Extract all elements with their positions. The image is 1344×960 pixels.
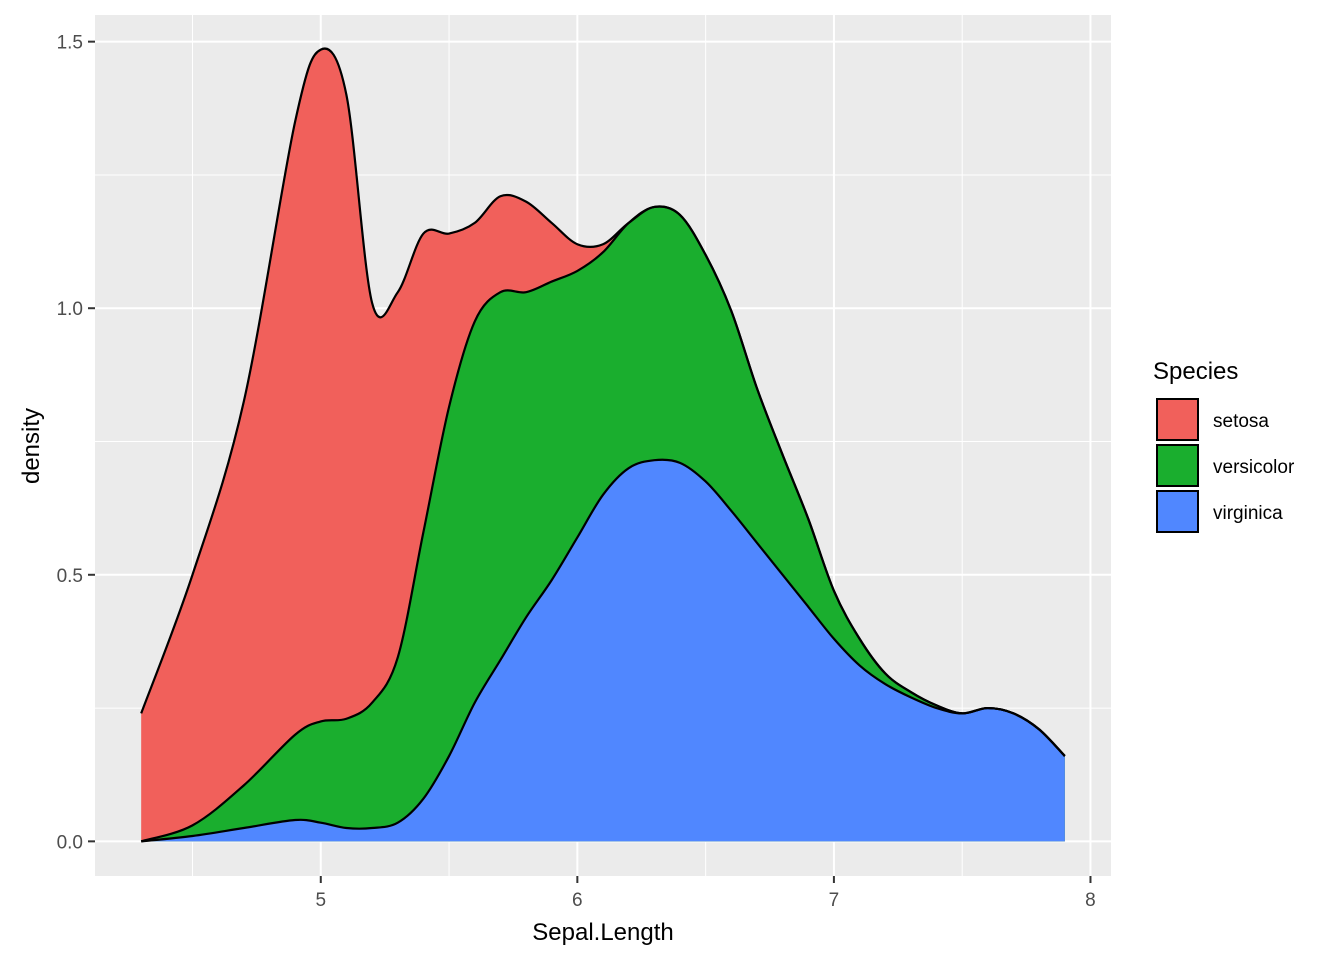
legend-key-setosa <box>1156 398 1199 441</box>
legend-label-virginica: virginica <box>1213 503 1283 524</box>
legend: Species setosa versicolor virginica <box>1153 358 1295 533</box>
x-tick-label: 6 <box>572 890 583 911</box>
y-axis-title: density <box>18 408 45 484</box>
y-tick-label: 0.5 <box>57 566 83 587</box>
y-tick-label: 1.0 <box>57 299 83 320</box>
legend-label-setosa: setosa <box>1213 411 1269 432</box>
legend-items: setosa versicolor virginica <box>1156 398 1295 533</box>
y-tick-label: 1.5 <box>57 33 83 54</box>
outline-versicolor <box>140 205 1066 843</box>
legend-key-virginica <box>1156 490 1199 533</box>
legend-label-versicolor: versicolor <box>1213 457 1295 478</box>
x-tick-label: 8 <box>1085 890 1096 911</box>
legend-key-versicolor <box>1156 444 1199 487</box>
y-tick-label: 0.0 <box>57 832 83 853</box>
legend-title: Species <box>1153 358 1238 385</box>
x-tick-label: 5 <box>315 890 326 911</box>
x-tick-label: 7 <box>829 890 840 911</box>
outline-virginica <box>141 458 1066 843</box>
area-virginica <box>141 459 1065 842</box>
x-axis-title: Sepal.Length <box>532 919 673 946</box>
y-axis: 0.0 0.5 1.0 1.5 <box>57 33 95 853</box>
x-axis: 5 6 7 8 <box>315 876 1096 911</box>
stacked-density-areas <box>140 47 1066 843</box>
